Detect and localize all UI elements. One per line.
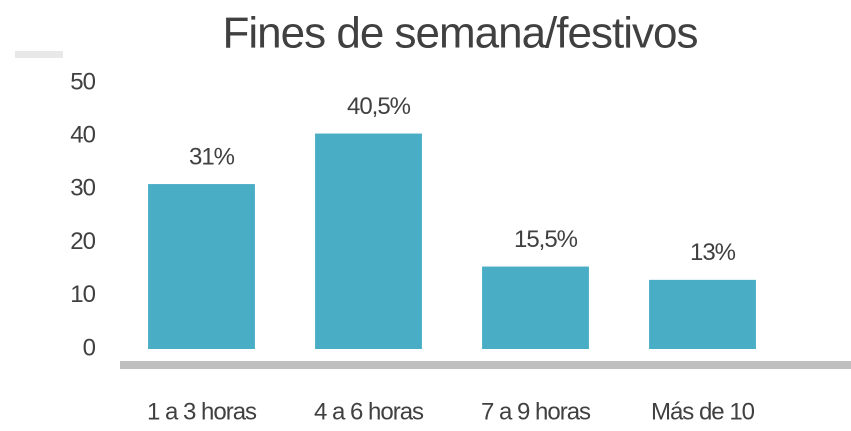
bar	[315, 133, 422, 349]
x-tick-label: Más de 10	[651, 398, 755, 425]
bar	[482, 266, 589, 349]
x-tick-label: 7 a 9 horas	[481, 398, 591, 425]
x-tick-label: 4 a 6 horas	[314, 398, 424, 425]
y-tick-label: 0	[83, 334, 96, 361]
x-axis	[120, 361, 851, 369]
data-label: 15,5%	[514, 226, 578, 253]
chart-title: Fines de semana/festivos	[223, 9, 698, 58]
decoration	[15, 51, 63, 58]
y-tick-label: 40	[70, 122, 95, 149]
y-tick-label: 30	[70, 175, 95, 202]
y-tick-label: 20	[70, 228, 95, 255]
data-label: 40,5%	[347, 93, 411, 120]
data-label: 13%	[690, 239, 736, 266]
bar	[649, 279, 756, 349]
y-tick-label: 10	[70, 281, 95, 308]
x-tick-label: 1 a 3 horas	[147, 398, 257, 425]
bar	[148, 184, 255, 349]
data-label: 31%	[189, 143, 235, 170]
y-tick-label: 50	[70, 68, 95, 95]
